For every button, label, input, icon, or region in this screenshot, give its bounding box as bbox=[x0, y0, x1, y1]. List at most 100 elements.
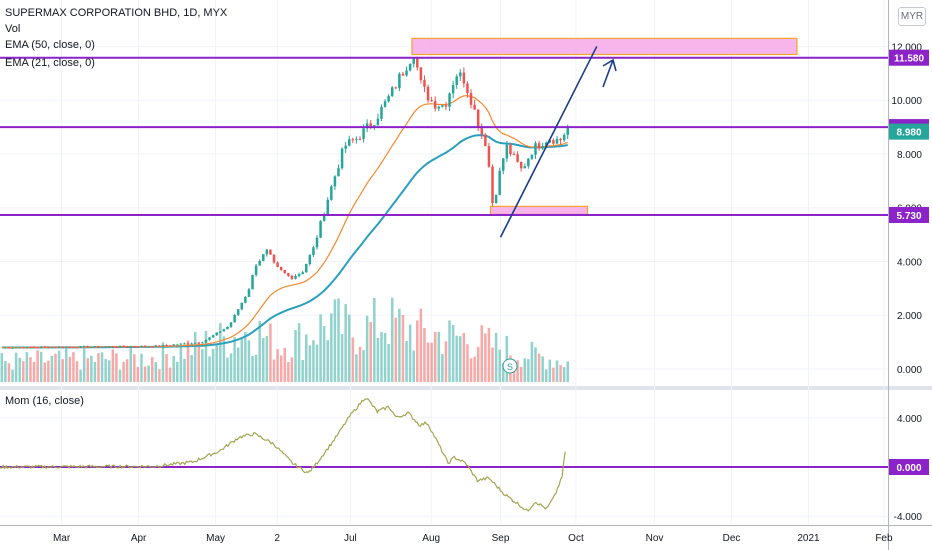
volume-bar bbox=[258, 320, 261, 382]
currency-button[interactable]: MYR bbox=[898, 7, 926, 26]
candle-body bbox=[43, 346, 47, 348]
candle-body bbox=[548, 140, 552, 143]
volume-bar bbox=[125, 359, 129, 382]
volume-bar bbox=[330, 313, 333, 382]
volume-bar bbox=[308, 345, 312, 382]
volume-bar bbox=[476, 347, 480, 382]
volume-bar bbox=[555, 360, 559, 382]
candle-body bbox=[147, 346, 150, 348]
volume-bar bbox=[347, 314, 351, 382]
candle-body bbox=[369, 123, 372, 127]
price-label: 5.730 bbox=[896, 211, 921, 222]
volume-bar bbox=[201, 349, 204, 382]
volume-bar bbox=[269, 323, 272, 382]
volume-bar bbox=[541, 356, 544, 382]
candle-body bbox=[244, 296, 247, 303]
volume-bar bbox=[319, 314, 322, 382]
volume-bar bbox=[158, 369, 161, 382]
candle-body bbox=[79, 346, 82, 348]
volume-bar bbox=[193, 331, 197, 382]
candle-body bbox=[168, 345, 172, 347]
candle-body bbox=[527, 158, 530, 167]
volume-bar bbox=[133, 354, 136, 382]
volume-bar bbox=[47, 360, 50, 382]
mom-y-tick-label: -4.000 bbox=[894, 512, 923, 523]
candle-body bbox=[437, 106, 441, 109]
volume-bar bbox=[473, 356, 476, 382]
candle-body bbox=[222, 329, 226, 332]
candle-body bbox=[544, 142, 548, 147]
volume-bar bbox=[168, 367, 172, 382]
volume-bar bbox=[111, 349, 115, 382]
volume-bar bbox=[176, 361, 179, 382]
volume-bar bbox=[355, 354, 358, 382]
candles bbox=[4, 56, 569, 349]
candle-body bbox=[484, 134, 487, 147]
candle-body bbox=[287, 272, 290, 276]
drawings bbox=[499, 46, 617, 238]
volume-bar bbox=[229, 353, 233, 382]
volume-bar bbox=[544, 369, 548, 382]
candle-body bbox=[36, 347, 39, 349]
volume-bar bbox=[437, 331, 441, 382]
candle-body bbox=[297, 274, 301, 277]
volume-bar bbox=[416, 320, 419, 382]
volume-bar bbox=[279, 355, 283, 382]
candle-body bbox=[204, 339, 208, 343]
volume-bar bbox=[75, 361, 79, 382]
candle-body bbox=[322, 214, 326, 221]
dividend-marker bbox=[502, 358, 518, 374]
volume-bar bbox=[376, 337, 380, 382]
candle-body bbox=[562, 134, 566, 141]
volume-bar bbox=[426, 342, 430, 382]
candle-body bbox=[229, 322, 233, 327]
candle-body bbox=[276, 262, 279, 267]
volume-bar bbox=[480, 325, 484, 382]
candle-body bbox=[72, 346, 75, 348]
volume-bar bbox=[197, 342, 201, 382]
candle-body bbox=[512, 154, 516, 156]
candle-body bbox=[416, 58, 419, 68]
volume-bar bbox=[394, 317, 398, 382]
volume-bar bbox=[100, 352, 104, 382]
volume-bar bbox=[294, 330, 297, 382]
candle-body bbox=[68, 346, 72, 348]
volume-bar bbox=[358, 346, 362, 382]
volume-bar bbox=[236, 347, 240, 382]
x-tick-label: Jul bbox=[344, 533, 357, 544]
candle-body bbox=[90, 346, 93, 348]
candle-body bbox=[387, 96, 390, 102]
price-levels bbox=[0, 56, 888, 216]
candle-body bbox=[57, 346, 61, 348]
candle-body bbox=[61, 346, 64, 348]
candle-body bbox=[552, 140, 555, 144]
candle-body bbox=[186, 343, 190, 345]
volume-bar bbox=[107, 360, 111, 382]
volume-bar bbox=[165, 354, 168, 382]
candle-body bbox=[201, 342, 204, 344]
pane-separator bbox=[0, 386, 932, 390]
volume-bar bbox=[351, 337, 355, 382]
candle-body bbox=[469, 93, 473, 105]
volume-bar bbox=[290, 357, 294, 382]
candle-body bbox=[136, 346, 140, 348]
volume-bar bbox=[251, 356, 254, 382]
candle-body bbox=[269, 249, 272, 255]
volume-bar bbox=[505, 335, 509, 382]
candle-body bbox=[154, 345, 158, 347]
volume-bar bbox=[562, 367, 566, 382]
dividend-marker-glyph: S bbox=[507, 362, 513, 372]
volume-bar bbox=[322, 326, 326, 382]
volume-bar bbox=[301, 359, 304, 382]
volume-bar bbox=[183, 358, 186, 382]
x-tick-label: Apr bbox=[131, 533, 147, 544]
candle-body bbox=[82, 346, 86, 348]
volume-bar bbox=[272, 359, 276, 382]
volume-bar bbox=[61, 359, 64, 382]
candle-body bbox=[39, 346, 43, 348]
candle-body bbox=[50, 347, 54, 349]
candle-body bbox=[344, 145, 347, 149]
volume-bars: S bbox=[0, 297, 569, 382]
candle-body bbox=[351, 139, 355, 141]
